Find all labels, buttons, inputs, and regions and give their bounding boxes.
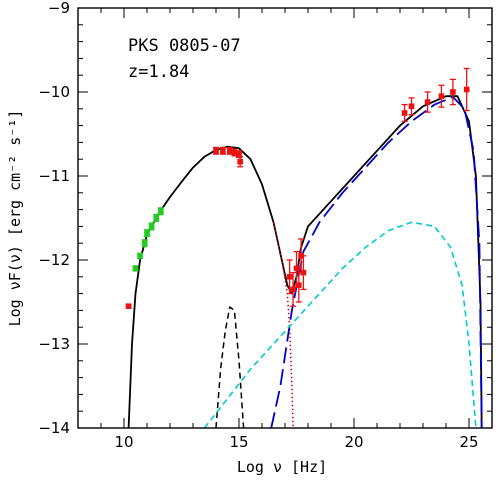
red-data-point: [290, 286, 296, 293]
green-data-point: [132, 265, 139, 272]
red-data-point: [463, 86, 470, 93]
red-data-point: [408, 103, 415, 110]
axis-ticks: [77, 7, 493, 429]
red-data-point: [237, 158, 243, 165]
x-tick-label: 15: [229, 433, 248, 451]
y-axis-label: Log νF(ν) [erg cm⁻² s⁻¹]: [6, 110, 24, 327]
y-tick-label: −13: [38, 335, 70, 353]
synchrotron-cutoff-curve: [272, 222, 294, 428]
red-data-point: [231, 149, 238, 156]
x-axis-label: Log ν [Hz]: [237, 458, 327, 476]
red-data-point: [220, 148, 226, 154]
red-data-point: [438, 93, 445, 99]
red-data-point: [300, 269, 307, 276]
green-data-point: [144, 230, 150, 236]
green-data-point: [137, 253, 143, 259]
green-data-point: [148, 223, 155, 230]
x-tick-label: 10: [114, 433, 133, 451]
x-tick-label: 25: [459, 433, 478, 451]
y-tick-label: −9: [48, 0, 70, 17]
red-data-point: [296, 282, 302, 288]
red-data-point: [213, 148, 219, 154]
red-data-point: [125, 303, 132, 309]
red-data-point: [424, 99, 431, 105]
y-tick-label: −12: [38, 251, 70, 269]
red-data-point: [401, 110, 408, 116]
total-model-curve: [127, 95, 483, 428]
red-data-point: [450, 89, 456, 95]
x-tick-label: 20: [344, 433, 363, 451]
disk-curve: [215, 306, 245, 428]
green-data-point: [141, 240, 148, 246]
red-data-point: [227, 148, 233, 154]
y-tick-label: −14: [38, 419, 70, 437]
red-data-point: [236, 151, 242, 157]
redshift-annotation: z=1.84: [128, 62, 189, 82]
green-data-point: [158, 208, 164, 215]
green-data-point: [153, 215, 159, 221]
tick-labels: 10 15 20 25 −14 −13 −12 −11 −10 −9: [38, 0, 478, 451]
ssc-curve: [203, 221, 477, 428]
y-tick-label: −10: [38, 83, 70, 101]
model-curves: [127, 95, 483, 428]
source-name-annotation: PKS 0805-07: [128, 36, 241, 56]
data-markers: [125, 67, 470, 309]
red-data-point: [286, 274, 293, 280]
y-tick-label: −11: [38, 167, 70, 185]
